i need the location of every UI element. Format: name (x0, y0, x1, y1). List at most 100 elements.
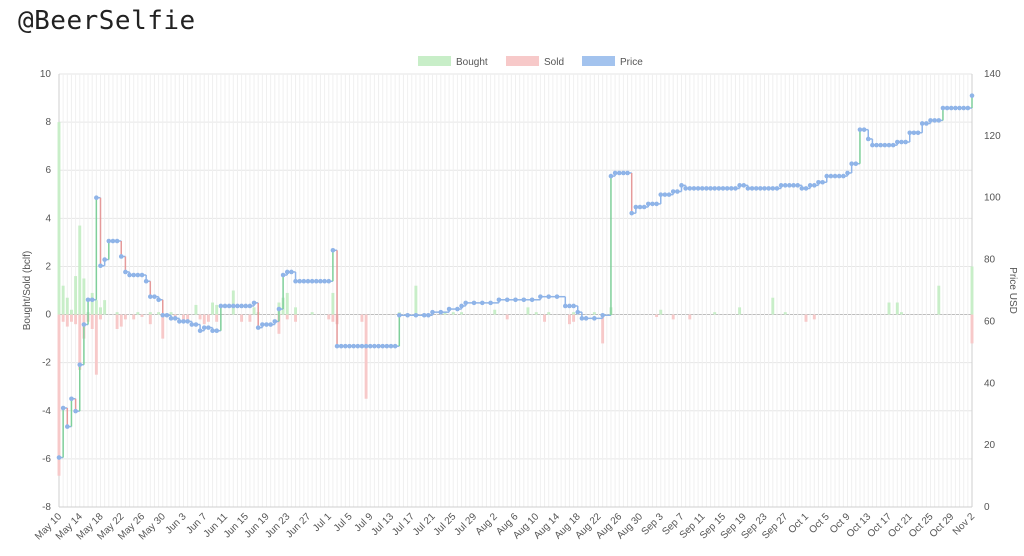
y-left-tick-label: 0 (45, 310, 51, 321)
price-point (641, 204, 647, 210)
price-point (363, 343, 369, 349)
bar-sold (182, 314, 185, 322)
price-point (915, 130, 921, 136)
x-tick-label: Sep 3 (640, 511, 667, 538)
bar-sold (601, 314, 605, 344)
bar-sold (568, 314, 571, 325)
price-point (222, 303, 228, 309)
price-point (297, 278, 303, 284)
price-point (513, 297, 518, 303)
x-tick-label: Jul 13 (369, 511, 396, 538)
price-point (272, 319, 278, 324)
price-point (201, 325, 207, 330)
bar-bought (82, 278, 86, 315)
price-point (471, 300, 477, 306)
price-point (899, 139, 904, 145)
price-point (89, 297, 95, 303)
bar-sold (572, 314, 576, 322)
x-tick-label: Jul 17 (390, 511, 417, 538)
price-point (720, 186, 726, 191)
price-point (251, 300, 257, 306)
bar-sold (140, 314, 144, 317)
price-point (127, 272, 132, 278)
price-point (463, 300, 469, 306)
price-point (799, 186, 805, 191)
price-point (716, 186, 722, 191)
price-point (845, 170, 850, 176)
price-point (919, 121, 925, 126)
price-point (662, 192, 668, 197)
price-point (758, 186, 763, 191)
price-point (455, 306, 460, 312)
price-point (608, 173, 614, 179)
price-point (650, 201, 655, 207)
y-left-tick-label: -6 (42, 454, 51, 465)
bar-sold (65, 314, 69, 327)
y-right-tick-label: 40 (984, 378, 996, 389)
price-point (231, 303, 236, 309)
price-point (243, 303, 249, 309)
bar-bought (136, 312, 140, 315)
price-point (861, 127, 867, 132)
price-point (957, 105, 962, 111)
price-point (629, 210, 634, 216)
price-point (77, 362, 83, 368)
price-point (878, 142, 883, 148)
bar-sold (132, 314, 136, 320)
price-point (459, 303, 464, 309)
price-point (189, 322, 195, 327)
bar-sold (505, 314, 509, 320)
price-point (123, 269, 128, 275)
price-point (488, 300, 493, 306)
price-point (675, 189, 680, 194)
y-left-tick-label: 6 (45, 165, 51, 176)
bar-bought (285, 292, 289, 315)
price-point (156, 297, 161, 303)
bar-bought (70, 309, 73, 315)
price-point (807, 183, 813, 188)
bar-bought (90, 292, 94, 315)
price-point (563, 303, 568, 309)
price-point (529, 297, 535, 303)
bar-bought (659, 309, 663, 315)
price-point (683, 186, 688, 191)
price-point (895, 139, 900, 145)
price-point (284, 269, 290, 275)
price-point (226, 303, 232, 309)
price-point (646, 201, 651, 207)
y-right-tick-label: 140 (984, 69, 1001, 80)
price-point (658, 192, 664, 197)
y-right-axis-title: Price USD (1007, 267, 1018, 314)
bar-bought (572, 312, 576, 315)
price-point (139, 272, 145, 278)
price-point (612, 170, 618, 176)
price-point (264, 322, 269, 327)
x-tick-label: Jul 5 (332, 511, 355, 534)
price-point (480, 300, 485, 306)
price-point (380, 343, 386, 349)
price-point (181, 319, 186, 324)
price-point (961, 105, 966, 111)
bar-bought (887, 302, 891, 315)
price-point (812, 183, 817, 188)
price-point (131, 272, 136, 278)
bar-sold (277, 314, 281, 334)
price-point (421, 312, 427, 318)
price-point (210, 328, 215, 334)
price-point (172, 316, 178, 321)
bar-bought (460, 312, 463, 315)
bar-sold (123, 314, 127, 320)
price-point (741, 183, 747, 188)
bar-sold (804, 314, 808, 322)
bar-sold (99, 314, 102, 320)
price-point (948, 105, 954, 111)
y-right-tick-label: 0 (984, 502, 990, 513)
price-point (177, 319, 182, 324)
bar-bought (215, 304, 219, 315)
price-point (625, 170, 630, 176)
bar-bought (252, 307, 256, 315)
price-point (343, 343, 348, 349)
price-point (110, 238, 116, 244)
price-point (426, 312, 431, 318)
bar-bought (294, 307, 297, 315)
